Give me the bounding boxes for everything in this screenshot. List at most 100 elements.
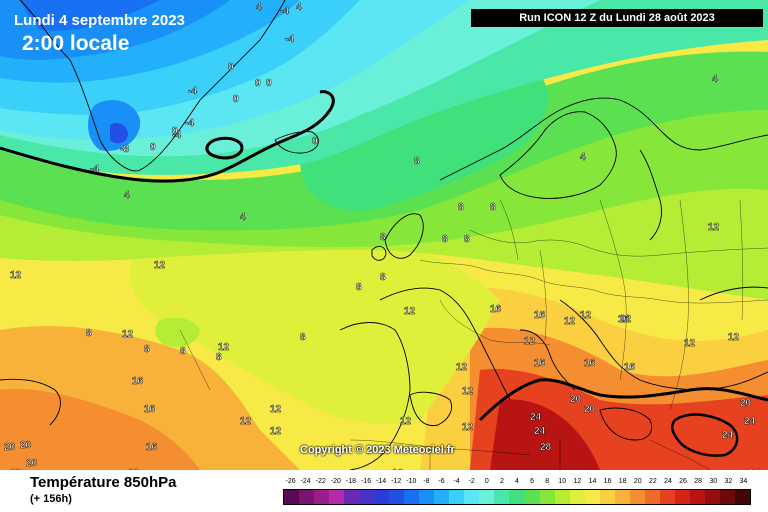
color-scale-swatch xyxy=(359,490,375,504)
color-scale-swatch xyxy=(734,490,750,504)
isotherm-label: 8 xyxy=(414,156,420,167)
isotherm-label: 0 xyxy=(228,62,234,73)
isotherm-label: 8 xyxy=(180,346,186,357)
color-scale-tick-label: 26 xyxy=(679,478,687,485)
isotherm-label: 12 xyxy=(462,422,474,433)
color-scale-swatch xyxy=(404,490,420,504)
color-scale-tick-label: -24 xyxy=(300,478,311,485)
isotherm-label: 8 xyxy=(300,332,306,343)
color-scale-tick-label: -8 xyxy=(423,478,430,485)
isotherm-label: 12 xyxy=(580,310,592,321)
isotherm-label: 12 xyxy=(728,332,740,343)
isotherm-label: 8 xyxy=(356,282,362,293)
color-scale-swatch xyxy=(344,490,360,504)
isotherm-label: 8 xyxy=(464,234,470,245)
isotherm-label: 20 xyxy=(10,468,22,470)
isotherm-label: -4 xyxy=(280,6,289,17)
isotherm-label: 16 xyxy=(490,304,502,315)
isotherm-label: 0 xyxy=(172,126,178,137)
color-scale-swatch xyxy=(479,490,495,504)
color-scale-tick-label: -6 xyxy=(438,478,445,485)
isotherm-label: 24 xyxy=(530,412,542,423)
color-scale-tick-label: -20 xyxy=(330,478,341,485)
color-scale-swatch xyxy=(719,490,735,504)
isotherm-label: 8 xyxy=(380,232,386,243)
color-scale-tick-label: 28 xyxy=(694,478,703,485)
isotherm-label: 12 xyxy=(154,260,166,271)
color-scale-swatch xyxy=(614,490,630,504)
isotherm-label: 12 xyxy=(10,270,22,281)
color-scale-swatch xyxy=(524,490,540,504)
color-scale-tick-label: 20 xyxy=(633,478,642,485)
isotherm-label: 4 xyxy=(712,74,718,85)
isotherm-label: 8 xyxy=(490,202,496,213)
color-scale-tick-label: 18 xyxy=(618,478,627,485)
color-scale-ticks: -26 -24 -22 -20 -18 -16 -14 -12 -10 -8 -6 -4 -2 0 2 4 6 8… xyxy=(283,478,751,489)
isotherm-label: 8 xyxy=(442,234,448,245)
isotherm-label: 24 xyxy=(722,430,734,441)
isotherm-label: 24 xyxy=(744,416,756,427)
isotherm-label: 4 xyxy=(240,212,246,223)
isotherm-label: -4 xyxy=(185,118,194,129)
color-scale-tick-label: 32 xyxy=(724,478,733,485)
temperature-map: -8 -4 -4 -4 -4 -4 -4 0 0 0 0 0 0 0 4 4 4 4 4 4 8 8 8 8 8 8 8 8 8 8 8 8 8… xyxy=(0,0,768,470)
color-scale-tick-label: 6 xyxy=(530,478,535,485)
isotherm-label: 12 xyxy=(240,416,252,427)
model-run-banner: Run ICON 12 Z du Lundi 28 août 2023 xyxy=(471,9,763,27)
color-scale-tick-label: 10 xyxy=(558,478,567,485)
color-scale-tick-label: -4 xyxy=(453,478,460,485)
isotherm-label: 8 xyxy=(144,344,150,355)
forecast-local-time: 2:00 locale xyxy=(22,32,130,55)
color-scale-tick-label: -16 xyxy=(360,478,372,485)
forecast-date: Lundi 4 septembre 2023 xyxy=(14,12,185,29)
isotherm-label: 16 xyxy=(618,314,630,325)
isotherm-label: 0 xyxy=(233,94,239,105)
legend-footer: Température 850hPa (+ 156h) -26 -24 -22 -20… xyxy=(0,470,768,512)
color-scale-tick-label: -2 xyxy=(468,478,475,485)
color-scale-swatch xyxy=(629,490,645,504)
isotherm-label: 12 xyxy=(620,314,632,325)
color-scale-tick-label: -14 xyxy=(376,478,387,485)
isotherm-label: 8 xyxy=(380,272,386,283)
isotherm-label: -4 xyxy=(90,164,99,175)
isotherm-label: 16 xyxy=(144,404,156,415)
isotherm-label: 16 xyxy=(392,468,404,470)
color-scale-tick-label: 22 xyxy=(648,478,657,485)
isotherm-label: 0 xyxy=(255,78,261,89)
color-scale-swatch xyxy=(299,490,315,504)
isotherm-label: 12 xyxy=(456,362,468,373)
isotherm-label: -8 xyxy=(120,144,129,155)
isotherm-label: 24 xyxy=(748,468,760,470)
color-scale-swatch xyxy=(554,490,570,504)
color-scale-swatch xyxy=(674,490,690,504)
isotherm-label: -4 xyxy=(172,130,181,141)
color-scale-swatch xyxy=(584,490,600,504)
color-scale-tick-label: -22 xyxy=(315,478,326,485)
color-scale-swatch xyxy=(659,490,675,504)
color-scale-swatch xyxy=(419,490,435,504)
variable-title: Température 850hPa xyxy=(30,474,177,491)
isotherm-label: 12 xyxy=(270,404,282,415)
color-scale-swatch xyxy=(374,490,390,504)
isotherm-label: 8 xyxy=(458,202,464,213)
color-scale-tick-label: 24 xyxy=(664,478,672,485)
color-scale-tick-label: -10 xyxy=(406,478,417,485)
isotherm-label: 12 xyxy=(462,386,474,397)
isotherm-label: 12 xyxy=(404,306,416,317)
isotherm-label: 12 xyxy=(564,316,576,327)
color-scale-tick-label: -18 xyxy=(345,478,356,485)
color-scale-tick-label: -12 xyxy=(391,478,402,485)
isotherm-label: 16 xyxy=(132,376,144,387)
color-scale-swatch xyxy=(284,490,300,504)
isotherm-label: 12 xyxy=(684,338,696,349)
isotherm-label: 28 xyxy=(540,442,552,453)
isotherm-label: 4 xyxy=(256,2,262,13)
color-scale-swatch xyxy=(329,490,345,504)
isotherm-label: 20 xyxy=(584,404,596,415)
color-scale-swatch xyxy=(644,490,660,504)
copyright-notice: Copyright © 2023 Meteociel.fr xyxy=(300,444,455,456)
color-scale-tick-label: -26 xyxy=(285,478,296,485)
isotherm-label: 20 xyxy=(570,394,582,405)
color-scale-swatch xyxy=(704,490,720,504)
color-scale-tick-label: 2 xyxy=(499,478,504,485)
